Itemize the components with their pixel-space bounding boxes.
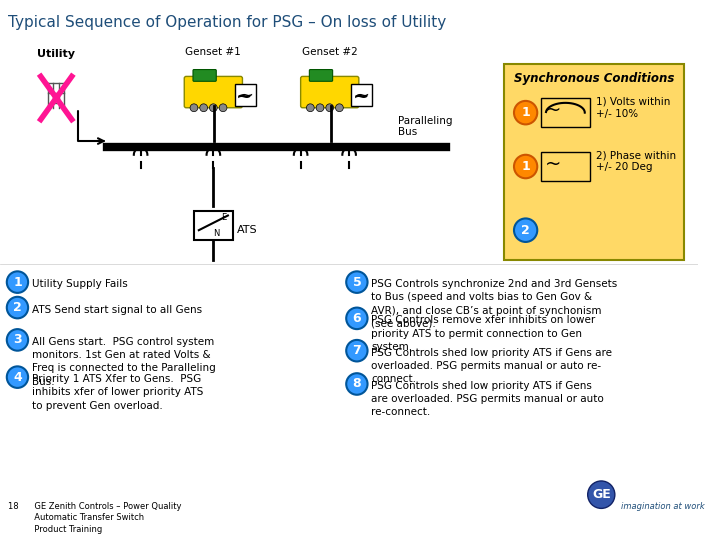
- Text: Genset #2: Genset #2: [302, 47, 358, 57]
- Text: 4: 4: [13, 370, 22, 383]
- Text: Typical Sequence of Operation for PSG – On loss of Utility: Typical Sequence of Operation for PSG – …: [8, 15, 446, 30]
- Text: PSG Controls shed low priority ATS if Gens
are overloaded. PSG permits manual or: PSG Controls shed low priority ATS if Ge…: [372, 381, 604, 417]
- FancyBboxPatch shape: [194, 211, 233, 240]
- Text: 8: 8: [353, 377, 361, 390]
- Text: 7: 7: [353, 344, 361, 357]
- FancyBboxPatch shape: [541, 98, 590, 127]
- Circle shape: [514, 219, 537, 242]
- Text: PSG Controls remove xfer inhibits on lower
priority ATS to permit connection to : PSG Controls remove xfer inhibits on low…: [372, 315, 595, 352]
- Text: Paralleling
Bus: Paralleling Bus: [397, 116, 452, 137]
- Text: 1) Volts within
+/- 10%: 1) Volts within +/- 10%: [596, 97, 671, 119]
- Text: ~: ~: [354, 86, 369, 104]
- Circle shape: [346, 308, 367, 329]
- Text: GE: GE: [592, 488, 611, 501]
- FancyBboxPatch shape: [310, 70, 333, 82]
- Circle shape: [514, 101, 537, 124]
- FancyBboxPatch shape: [541, 152, 590, 181]
- Circle shape: [6, 297, 28, 319]
- Circle shape: [336, 104, 343, 112]
- FancyBboxPatch shape: [193, 70, 216, 82]
- Text: Utility Supply Fails: Utility Supply Fails: [32, 279, 127, 289]
- Text: All Gens start.  PSG control system
monitors. 1st Gen at rated Volts &
Freq is c: All Gens start. PSG control system monit…: [32, 337, 216, 387]
- Circle shape: [199, 104, 207, 112]
- FancyBboxPatch shape: [184, 76, 243, 108]
- Circle shape: [6, 271, 28, 293]
- Text: Synchronous Conditions: Synchronous Conditions: [514, 71, 674, 84]
- Circle shape: [514, 155, 537, 178]
- Circle shape: [316, 104, 324, 112]
- Text: ~: ~: [545, 101, 562, 120]
- Text: ~: ~: [545, 155, 562, 174]
- Circle shape: [219, 104, 227, 112]
- Text: Priority 1 ATS Xfer to Gens.  PSG
inhibits xfer of lower priority ATS
to prevent: Priority 1 ATS Xfer to Gens. PSG inhibit…: [32, 374, 203, 410]
- Circle shape: [190, 104, 198, 112]
- Text: Genset #1: Genset #1: [186, 47, 241, 57]
- Text: 1: 1: [13, 275, 22, 288]
- Text: 2: 2: [13, 301, 22, 314]
- Text: E: E: [221, 213, 226, 222]
- Text: ~: ~: [236, 86, 253, 105]
- Text: ~: ~: [353, 86, 369, 105]
- Text: N: N: [213, 228, 220, 238]
- Text: 18      GE Zenith Controls – Power Quality
          Automatic Transfer Switch
 : 18 GE Zenith Controls – Power Quality Au…: [8, 502, 181, 534]
- Text: PSG Controls synchronize 2nd and 3rd Gensets
to Bus (speed and volts bias to Gen: PSG Controls synchronize 2nd and 3rd Gen…: [372, 279, 618, 329]
- FancyBboxPatch shape: [235, 84, 256, 106]
- Text: imagination at work: imagination at work: [621, 502, 704, 510]
- Text: Utility: Utility: [37, 49, 76, 59]
- Circle shape: [346, 340, 367, 361]
- Text: 6: 6: [353, 312, 361, 325]
- Circle shape: [6, 329, 28, 350]
- Circle shape: [326, 104, 333, 112]
- Text: ~: ~: [238, 86, 253, 104]
- Text: 2) Phase within
+/- 20 Deg: 2) Phase within +/- 20 Deg: [596, 151, 677, 172]
- Circle shape: [307, 104, 314, 112]
- Circle shape: [346, 373, 367, 395]
- FancyBboxPatch shape: [351, 84, 372, 106]
- Circle shape: [6, 366, 28, 388]
- Circle shape: [210, 104, 217, 112]
- Text: 5: 5: [353, 275, 361, 288]
- Text: ATS: ATS: [237, 225, 257, 235]
- Circle shape: [588, 481, 615, 508]
- Text: 1: 1: [521, 160, 530, 173]
- FancyBboxPatch shape: [504, 64, 684, 260]
- Circle shape: [346, 271, 367, 293]
- Text: 1: 1: [521, 106, 530, 119]
- Text: 2: 2: [521, 224, 530, 237]
- Text: 3: 3: [13, 333, 22, 346]
- Text: PSG Controls shed low priority ATS if Gens are
overloaded. PSG permits manual or: PSG Controls shed low priority ATS if Ge…: [372, 348, 613, 384]
- FancyBboxPatch shape: [301, 76, 359, 108]
- Text: ATS Send start signal to all Gens: ATS Send start signal to all Gens: [32, 305, 202, 315]
